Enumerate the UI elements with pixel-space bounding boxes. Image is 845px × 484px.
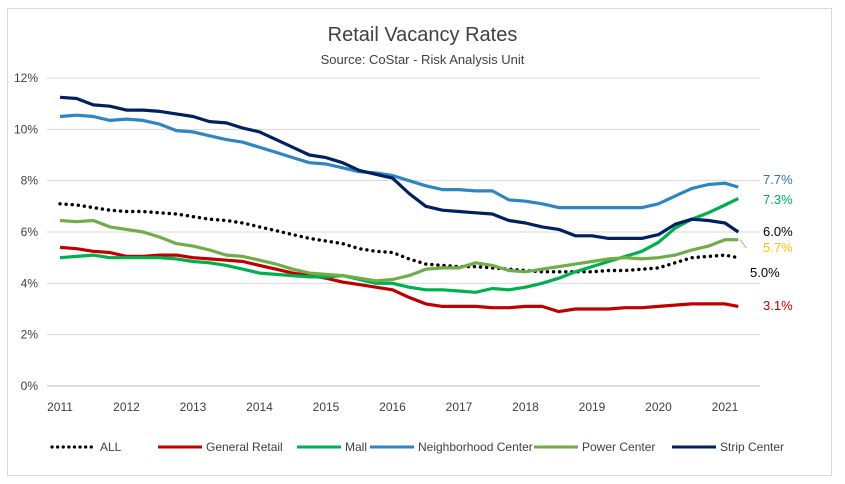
end-label-power-center: 5.7% — [763, 240, 793, 255]
chart-title: Retail Vacancy Rates — [327, 24, 518, 46]
x-tick-label: 2021 — [712, 400, 739, 414]
legend: ALL General Retail Mall Neighborhood Center… — [50, 440, 784, 454]
end-label-mall: 7.3% — [763, 192, 793, 207]
x-tick-label: 2015 — [313, 400, 340, 414]
series-line-mall — [59, 197, 739, 294]
end-label-neighborhood-center: 7.7% — [763, 172, 793, 187]
y-tick-label: 4% — [21, 276, 39, 290]
y-tick-label: 8% — [21, 174, 39, 188]
legend-label: Neighborhood Center — [418, 440, 533, 454]
series-line-strip-center — [59, 95, 740, 240]
end-label-all: 5.0% — [750, 265, 780, 280]
chart-subtitle: Source: CoStar - Risk Analysis Unit — [320, 52, 525, 67]
x-tick-label: 2012 — [113, 400, 140, 414]
x-tick-label: 2018 — [512, 400, 539, 414]
x-tick-label: 2016 — [379, 400, 406, 414]
leader-line — [739, 239, 747, 249]
x-tick-label: 2017 — [446, 400, 473, 414]
x-tick-label: 2019 — [579, 400, 606, 414]
end-label-strip-center: 6.0% — [763, 224, 793, 239]
y-tick-label: 10% — [14, 122, 38, 136]
legend-label: ALL — [100, 440, 122, 454]
end-labels: 5.0% 3.1% 7.3% 7.7% 5.7%6.0% — [739, 172, 793, 313]
x-tick-label: 2011 — [47, 400, 73, 414]
series-line-neighborhood-center — [59, 113, 739, 210]
x-axis-ticks: 2011 2012 2013 2014 2015 2016 2017 2018 2019 2020… — [47, 400, 739, 414]
x-tick-label: 2020 — [645, 400, 672, 414]
series-line-all — [58, 202, 740, 274]
legend-label: Mall — [345, 440, 367, 454]
x-tick-label: 2013 — [180, 400, 207, 414]
y-tick-label: 2% — [21, 328, 39, 342]
series-line-general-retail — [59, 245, 739, 314]
chart-frame — [7, 8, 832, 476]
series-lines — [58, 95, 740, 314]
legend-label: Strip Center — [720, 440, 784, 454]
legend-label: Power Center — [582, 440, 655, 454]
series-line-power-center — [59, 218, 739, 283]
y-tick-label: 0% — [21, 379, 39, 393]
legend-label: General Retail — [206, 440, 283, 454]
y-tick-label: 6% — [21, 225, 39, 239]
gridlines — [47, 77, 760, 387]
y-axis-ticks: 0% 2% 4% 6% 8% 10% 12% — [14, 71, 38, 393]
end-label-general-retail: 3.1% — [763, 298, 793, 313]
x-tick-label: 2014 — [246, 400, 273, 414]
y-tick-label: 12% — [14, 71, 38, 85]
